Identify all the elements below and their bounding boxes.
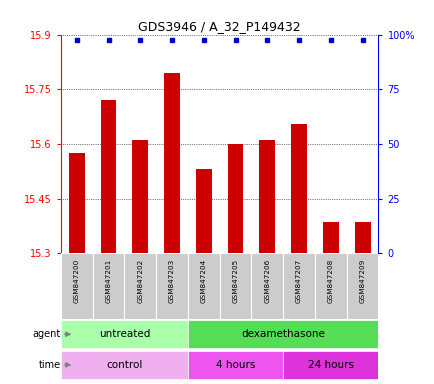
Text: agent: agent [33, 329, 61, 339]
Bar [283, 253, 314, 319]
Bar [283, 351, 378, 379]
Bar [227, 144, 243, 253]
Bar [187, 351, 283, 379]
Bar [354, 222, 370, 253]
Bar [61, 320, 187, 348]
Text: GSM847200: GSM847200 [74, 258, 79, 303]
Bar [187, 253, 219, 319]
Bar [219, 253, 251, 319]
Bar [314, 253, 346, 319]
Bar [322, 222, 338, 253]
Text: GSM847209: GSM847209 [359, 258, 365, 303]
Text: control: control [106, 360, 142, 370]
Text: GSM847203: GSM847203 [169, 258, 174, 303]
Text: 24 hours: 24 hours [307, 360, 353, 370]
Bar [195, 169, 211, 253]
Text: GSM847201: GSM847201 [105, 258, 111, 303]
Bar [251, 253, 283, 319]
Bar [61, 253, 92, 319]
Bar [187, 320, 378, 348]
Bar [92, 253, 124, 319]
Text: 4 hours: 4 hours [215, 360, 255, 370]
Bar [346, 253, 378, 319]
Title: GDS3946 / A_32_P149432: GDS3946 / A_32_P149432 [138, 20, 300, 33]
Bar [164, 73, 180, 253]
Bar [156, 253, 187, 319]
Bar [290, 124, 306, 253]
Bar [69, 153, 85, 253]
Bar [132, 140, 148, 253]
Bar [124, 253, 156, 319]
Text: GSM847207: GSM847207 [296, 258, 301, 303]
Text: untreated: untreated [99, 329, 150, 339]
Bar [100, 100, 116, 253]
Text: dexamethasone: dexamethasone [241, 329, 324, 339]
Bar [259, 140, 275, 253]
Text: GSM847206: GSM847206 [264, 258, 270, 303]
Bar [61, 351, 187, 379]
Text: GSM847202: GSM847202 [137, 258, 143, 303]
Text: GSM847205: GSM847205 [232, 258, 238, 303]
Text: GSM847204: GSM847204 [201, 258, 206, 303]
Text: GSM847208: GSM847208 [327, 258, 333, 303]
Text: time: time [39, 360, 61, 370]
